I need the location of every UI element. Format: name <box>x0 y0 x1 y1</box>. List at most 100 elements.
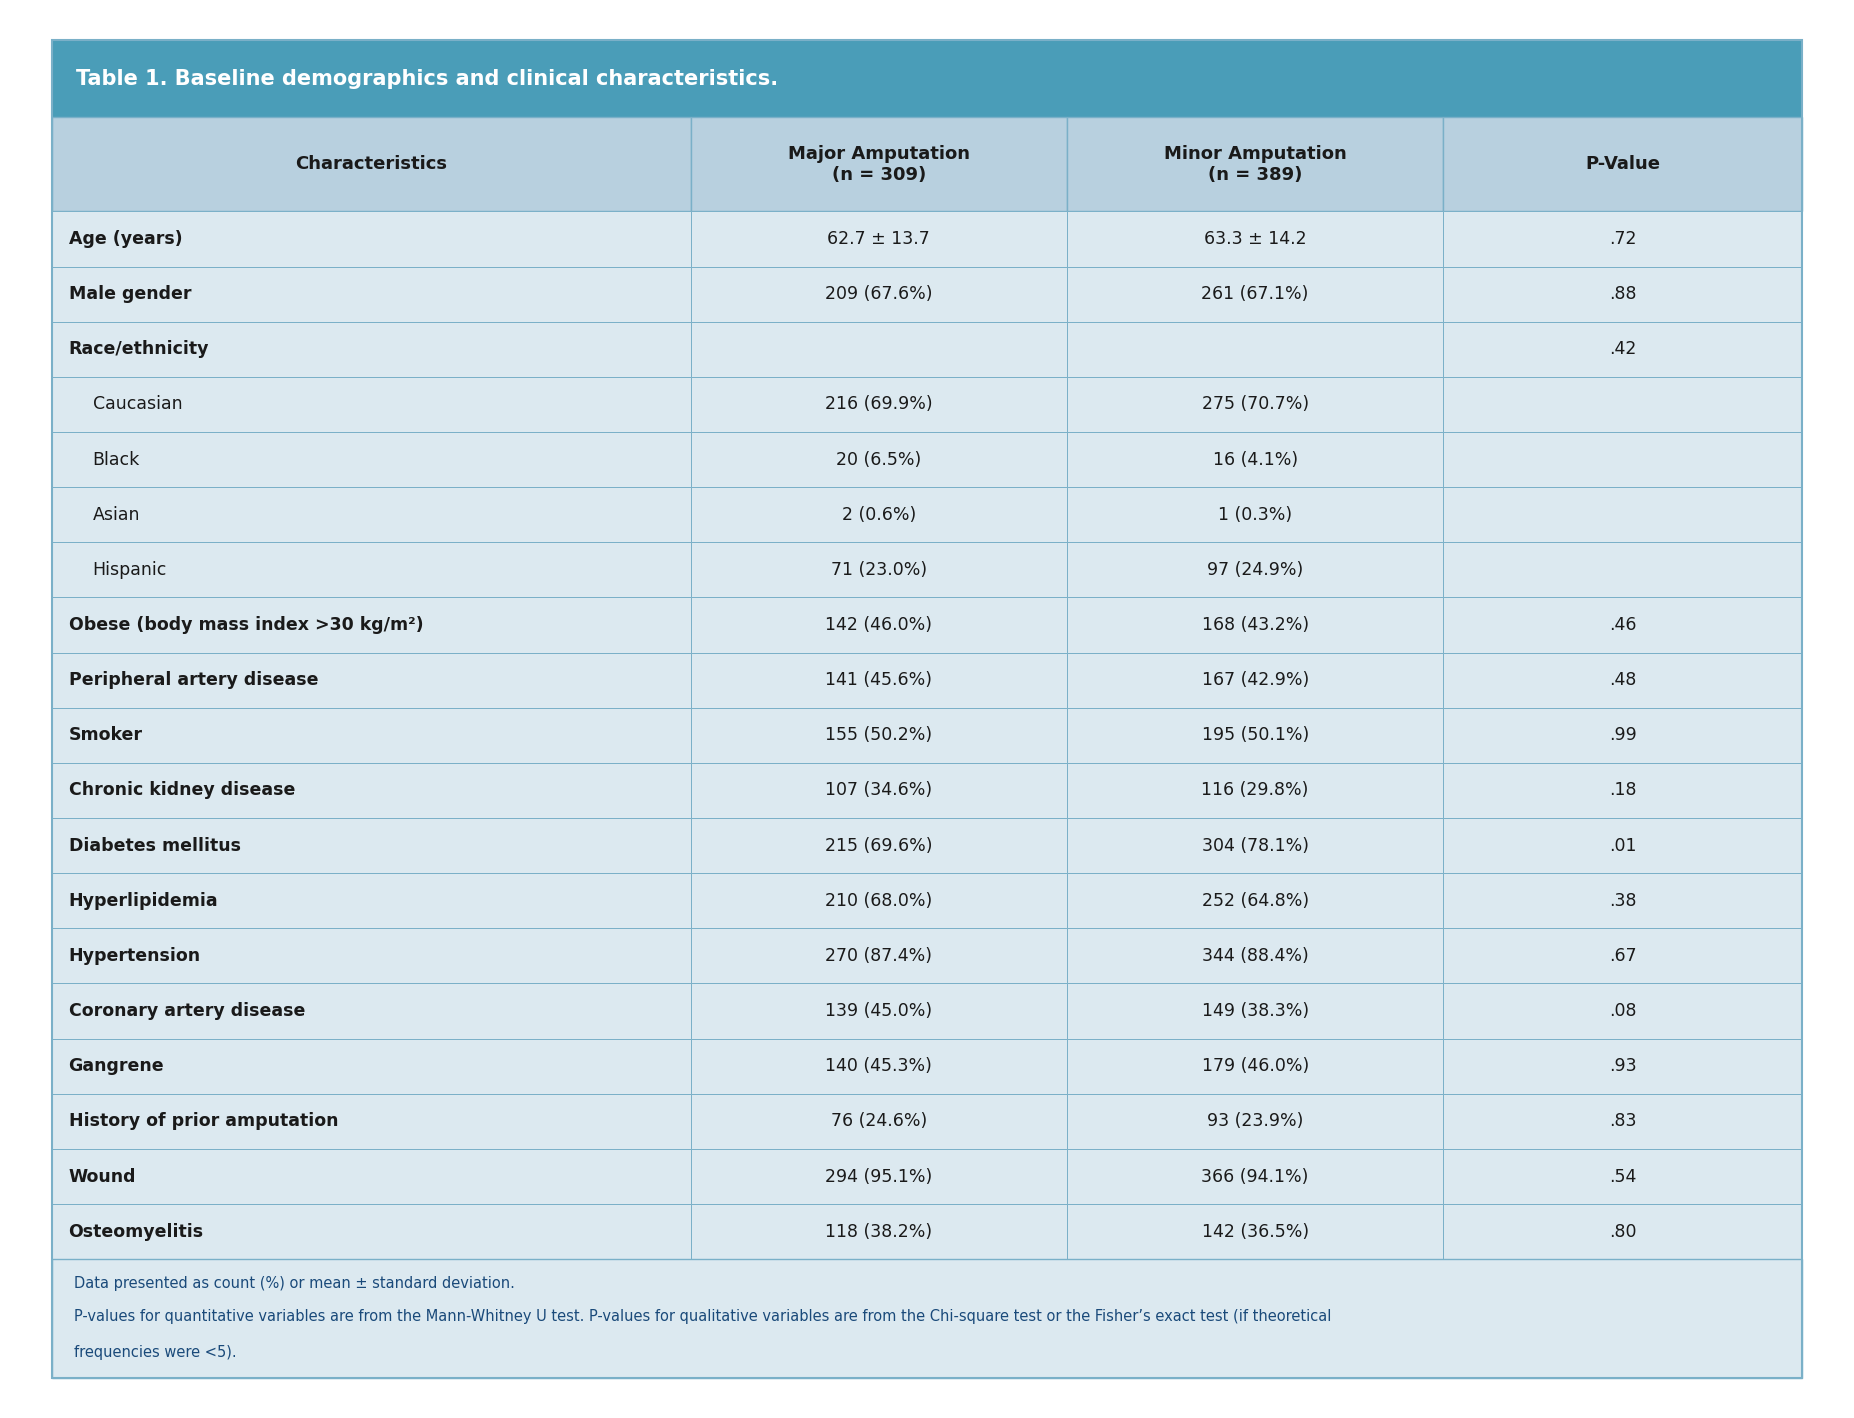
Bar <box>52 377 692 432</box>
Bar <box>692 542 1068 597</box>
Text: 93 (23.9%): 93 (23.9%) <box>1207 1112 1303 1130</box>
Bar <box>52 1204 692 1259</box>
Text: Minor Amputation
(n = 389): Minor Amputation (n = 389) <box>1164 145 1346 184</box>
Bar <box>1068 211 1442 267</box>
Bar <box>52 597 692 652</box>
Bar <box>1068 1149 1442 1204</box>
Bar <box>52 267 692 322</box>
Bar <box>692 488 1068 542</box>
Bar <box>1068 652 1442 708</box>
Text: P-Value: P-Value <box>1585 156 1659 173</box>
Text: .18: .18 <box>1609 781 1637 800</box>
Text: Diabetes mellitus: Diabetes mellitus <box>69 837 241 855</box>
Bar <box>52 763 692 818</box>
Text: Characteristics: Characteristics <box>295 156 447 173</box>
Text: .42: .42 <box>1609 340 1637 359</box>
Text: Smoker: Smoker <box>69 726 143 744</box>
Bar <box>692 763 1068 818</box>
Bar <box>692 1204 1068 1259</box>
Text: .38: .38 <box>1609 892 1637 910</box>
Bar <box>692 377 1068 432</box>
Bar <box>1442 597 1802 652</box>
Bar <box>1068 763 1442 818</box>
Text: Major Amputation
(n = 309): Major Amputation (n = 309) <box>788 145 970 184</box>
Bar <box>1442 763 1802 818</box>
Text: 62.7 ± 13.7: 62.7 ± 13.7 <box>827 230 931 248</box>
Text: Osteomyelitis: Osteomyelitis <box>69 1222 204 1241</box>
Bar <box>1068 818 1442 873</box>
Bar <box>1442 1093 1802 1149</box>
Bar <box>1068 267 1442 322</box>
Text: 142 (46.0%): 142 (46.0%) <box>825 615 933 634</box>
Text: 167 (42.9%): 167 (42.9%) <box>1201 671 1309 689</box>
Text: 116 (29.8%): 116 (29.8%) <box>1201 781 1309 800</box>
Bar <box>1068 597 1442 652</box>
Text: 294 (95.1%): 294 (95.1%) <box>825 1167 933 1185</box>
Bar <box>1442 1204 1802 1259</box>
Text: frequencies were <5).: frequencies were <5). <box>74 1344 237 1360</box>
Bar <box>1068 118 1442 211</box>
Text: Coronary artery disease: Coronary artery disease <box>69 1003 304 1020</box>
Bar <box>1068 377 1442 432</box>
Bar <box>52 929 692 984</box>
Bar <box>52 118 692 211</box>
Text: Caucasian: Caucasian <box>93 396 182 414</box>
Bar <box>52 1093 692 1149</box>
Bar <box>692 929 1068 984</box>
Text: 216 (69.9%): 216 (69.9%) <box>825 396 933 414</box>
Text: History of prior amputation: History of prior amputation <box>69 1112 337 1130</box>
Bar <box>692 1038 1068 1093</box>
Text: 2 (0.6%): 2 (0.6%) <box>842 506 916 523</box>
Bar <box>52 818 692 873</box>
Text: 155 (50.2%): 155 (50.2%) <box>825 726 933 744</box>
Bar <box>1068 322 1442 377</box>
Bar <box>692 1093 1068 1149</box>
Bar <box>692 211 1068 267</box>
Text: Gangrene: Gangrene <box>69 1058 165 1075</box>
Bar <box>52 708 692 763</box>
Bar <box>1442 542 1802 597</box>
Text: 71 (23.0%): 71 (23.0%) <box>831 562 927 579</box>
Bar <box>1442 377 1802 432</box>
Text: 142 (36.5%): 142 (36.5%) <box>1201 1222 1309 1241</box>
Text: 76 (24.6%): 76 (24.6%) <box>831 1112 927 1130</box>
Text: 261 (67.1%): 261 (67.1%) <box>1201 285 1309 303</box>
Text: 139 (45.0%): 139 (45.0%) <box>825 1003 933 1020</box>
Text: .80: .80 <box>1609 1222 1637 1241</box>
Bar <box>692 432 1068 488</box>
Text: 195 (50.1%): 195 (50.1%) <box>1201 726 1309 744</box>
Bar <box>52 432 692 488</box>
Text: Hispanic: Hispanic <box>93 562 167 579</box>
Text: .48: .48 <box>1609 671 1637 689</box>
Bar <box>692 597 1068 652</box>
Bar <box>1068 1038 1442 1093</box>
Bar <box>1068 873 1442 929</box>
Text: 97 (24.9%): 97 (24.9%) <box>1207 562 1303 579</box>
Bar <box>52 873 692 929</box>
Text: 209 (67.6%): 209 (67.6%) <box>825 285 933 303</box>
Text: 107 (34.6%): 107 (34.6%) <box>825 781 933 800</box>
Bar <box>1442 432 1802 488</box>
Text: Age (years): Age (years) <box>69 230 182 248</box>
Text: Hyperlipidemia: Hyperlipidemia <box>69 892 219 910</box>
Bar <box>1068 1093 1442 1149</box>
Bar <box>692 267 1068 322</box>
Bar <box>1442 1038 1802 1093</box>
Text: 252 (64.8%): 252 (64.8%) <box>1201 892 1309 910</box>
Text: 16 (4.1%): 16 (4.1%) <box>1213 451 1298 468</box>
Text: Data presented as count (%) or mean ± standard deviation.: Data presented as count (%) or mean ± st… <box>74 1276 515 1290</box>
Text: 168 (43.2%): 168 (43.2%) <box>1201 615 1309 634</box>
Text: .08: .08 <box>1609 1003 1637 1020</box>
Bar <box>692 984 1068 1038</box>
Bar <box>52 211 692 267</box>
Text: 215 (69.6%): 215 (69.6%) <box>825 837 933 855</box>
Text: .01: .01 <box>1609 837 1637 855</box>
Text: 149 (38.3%): 149 (38.3%) <box>1201 1003 1309 1020</box>
Bar <box>1442 1149 1802 1204</box>
Text: .99: .99 <box>1609 726 1637 744</box>
Bar <box>692 118 1068 211</box>
Bar <box>1442 818 1802 873</box>
Bar <box>1442 708 1802 763</box>
Text: Race/ethnicity: Race/ethnicity <box>69 340 210 359</box>
Bar <box>1068 1204 1442 1259</box>
